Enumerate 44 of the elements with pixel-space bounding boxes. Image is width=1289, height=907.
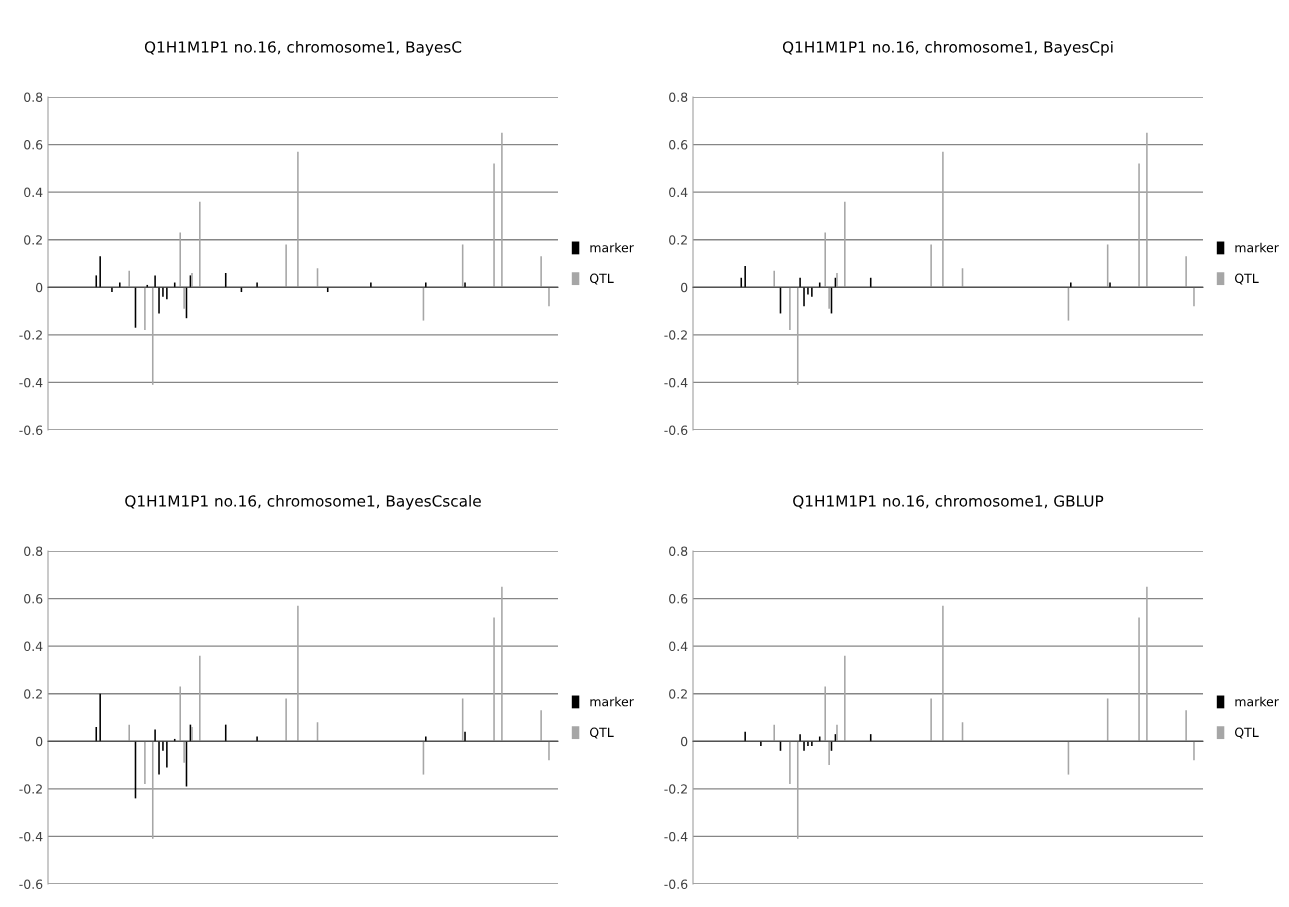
y-tick-label: 0.4 [669, 187, 688, 198]
y-tick-label: -0.6 [19, 425, 43, 435]
y-tick-label: -0.4 [19, 377, 43, 388]
y-tick-label: 0 [36, 282, 43, 293]
y-tick-label: -0.6 [19, 879, 43, 889]
chart-title: Q1H1M1P1 no.16, chromosome1, BayesCscale [125, 494, 481, 510]
y-tick-label: -0.2 [664, 330, 687, 340]
legend-label: QTL [590, 273, 614, 285]
legend-label: marker [1235, 242, 1279, 253]
chart-title: Q1H1M1P1 no.16, chromosome1, BayesC [144, 40, 462, 56]
y-tick-label: 0.8 [669, 92, 688, 102]
y-tick-label: 0 [681, 736, 688, 747]
legend-label: marker [1235, 696, 1279, 707]
y-tick-label: 0.4 [24, 187, 43, 198]
legend-label: QTL [1235, 727, 1259, 739]
y-tick-label: 0.4 [24, 641, 43, 652]
y-tick-label: -0.2 [19, 784, 42, 794]
y-tick-label: 0.8 [24, 92, 43, 102]
y-tick-label: 0.8 [669, 546, 688, 556]
y-tick-label: 0.2 [24, 689, 42, 699]
legend-label: marker [590, 242, 634, 253]
legend-label: marker [590, 696, 634, 707]
y-tick-label: -0.4 [664, 377, 688, 388]
y-tick-label: 0.6 [669, 594, 688, 604]
y-tick-label: -0.4 [19, 831, 43, 842]
y-tick-label: -0.2 [19, 330, 42, 340]
y-tick-label: 0.2 [24, 235, 42, 245]
legend-label: QTL [1235, 273, 1259, 285]
y-tick-label: 0.4 [669, 641, 688, 652]
y-tick-label: 0.8 [24, 546, 43, 556]
legend-label: QTL [590, 727, 614, 739]
y-tick-label: 0.6 [669, 140, 688, 150]
y-tick-label: 0.6 [24, 594, 43, 604]
chart-title: Q1H1M1P1 no.16, chromosome1, BayesCpi [782, 40, 1113, 56]
y-tick-label: 0.2 [669, 235, 687, 245]
y-tick-label: -0.2 [664, 784, 687, 794]
y-tick-label: -0.6 [664, 425, 688, 435]
y-tick-label: 0.2 [669, 689, 687, 699]
y-tick-label: 0.6 [24, 140, 43, 150]
y-tick-label: -0.6 [664, 879, 688, 889]
y-tick-label: 0 [36, 736, 43, 747]
y-tick-label: -0.4 [664, 831, 688, 842]
chart-title: Q1H1M1P1 no.16, chromosome1, GBLUP [793, 494, 1104, 509]
y-tick-label: 0 [681, 282, 688, 293]
